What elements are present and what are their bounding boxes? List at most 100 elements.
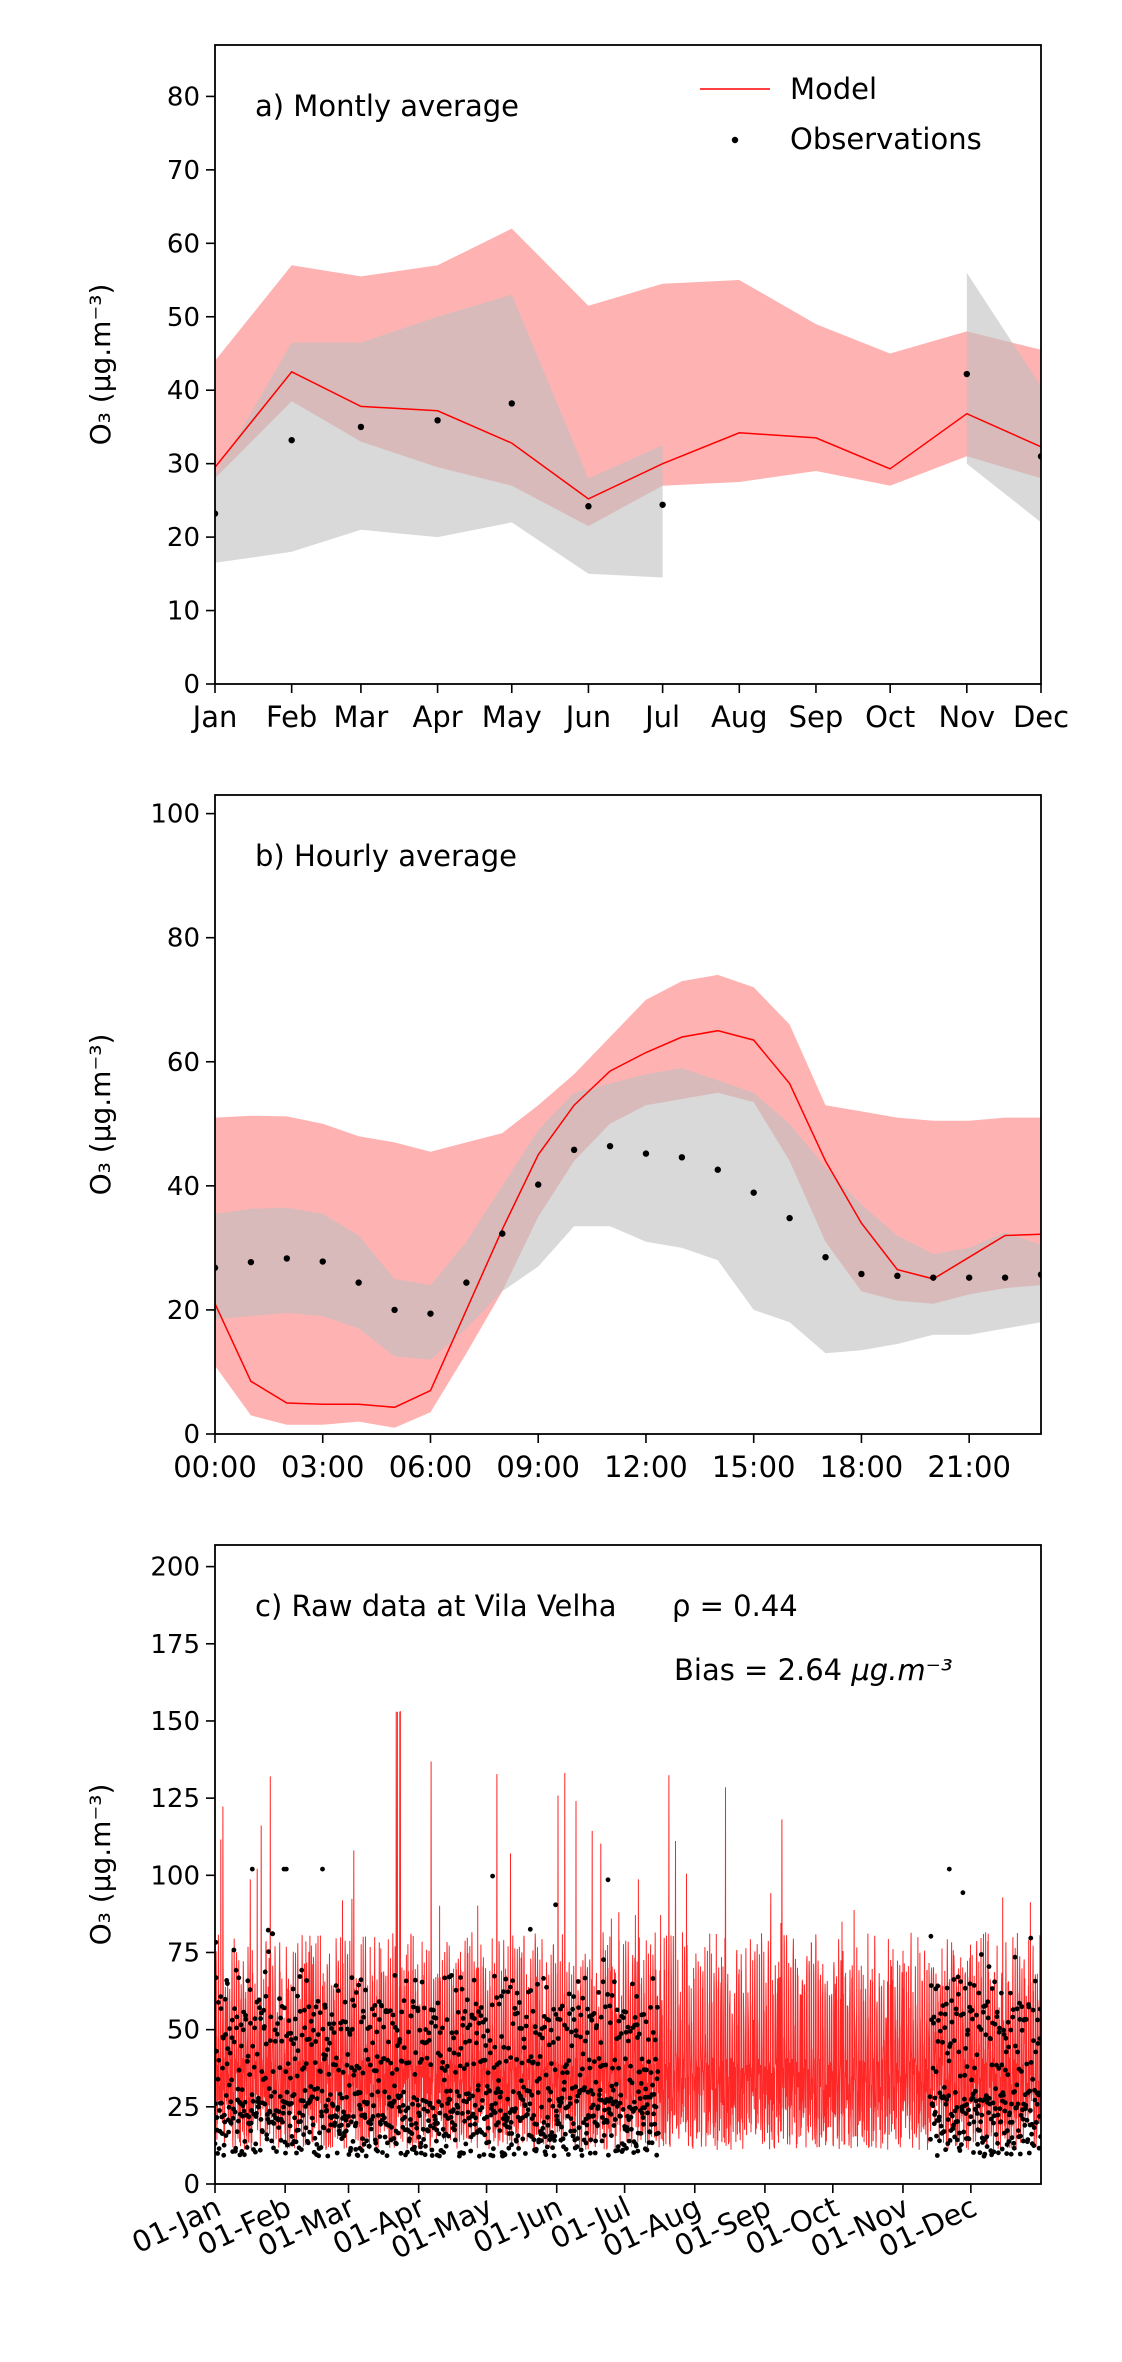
observation-point: [489, 2002, 495, 2008]
observation-point: [943, 2101, 949, 2107]
observation-point: [336, 2067, 342, 2073]
observation-point: [278, 2137, 284, 2143]
observation-point: [562, 2022, 567, 2028]
observation-point: [490, 2153, 496, 2159]
observation-point: [460, 2022, 466, 2028]
observation-point: [591, 2113, 597, 2119]
observation-point: [531, 2113, 537, 2118]
observation-point: [386, 2039, 391, 2045]
observation-point: [264, 2132, 270, 2138]
observation-point: [294, 2150, 299, 2156]
observation-point: [247, 1987, 253, 1993]
observation-point: [487, 2038, 493, 2043]
observation-point: [654, 2076, 660, 2082]
observation-point: [391, 2098, 397, 2104]
observation-point: [966, 2121, 972, 2127]
observation-point: [379, 2003, 385, 2009]
observation-point: [584, 2122, 590, 2128]
observation-point: [569, 2043, 575, 2049]
observation-point: [946, 2058, 952, 2064]
observation-point: [482, 2057, 488, 2063]
observation-point: [633, 2143, 639, 2149]
observation-point: [329, 2012, 335, 2017]
observation-point: [412, 2144, 417, 2150]
observation-point: [986, 2095, 992, 2101]
observation-point: [468, 2148, 474, 2154]
panel-c-ylabel: O₃ (μg.m⁻³): [84, 1784, 117, 1946]
observation-point: [461, 2066, 467, 2072]
observation-point: [228, 2099, 234, 2105]
observation-point: [586, 2114, 592, 2120]
observation-point: [1031, 2143, 1037, 2149]
observation-point: [545, 2122, 551, 2128]
observation-point: [635, 2035, 640, 2040]
observation-point: [978, 2027, 984, 2032]
observation-point: [486, 2125, 491, 2131]
observation-point: [333, 2062, 339, 2068]
observation-point: [335, 1988, 341, 1994]
observation-point: [508, 400, 515, 407]
observation-point: [358, 2019, 364, 2025]
observation-point: [252, 2025, 257, 2031]
observation-point: [974, 2052, 980, 2058]
observation-point: [280, 2119, 285, 2125]
legend-observations-label: Observations: [790, 122, 982, 156]
observation-point: [544, 1984, 549, 1990]
panel-c-ytick-label: 0: [183, 2170, 200, 2200]
observation-point: [595, 2104, 601, 2110]
observation-point: [1026, 2150, 1032, 2156]
observation-point: [634, 2022, 640, 2028]
observation-point: [750, 1189, 757, 1196]
panel-c-ytick-label: 125: [150, 1784, 200, 1814]
observation-point: [628, 2114, 634, 2120]
observation-point: [967, 1981, 973, 1987]
observation-point: [259, 2069, 265, 2075]
panel-c-ytick-label: 25: [167, 2093, 200, 2123]
observation-point: [231, 1947, 237, 1953]
observation-point: [300, 2113, 306, 2118]
observation-point: [499, 2034, 504, 2039]
observation-point: [567, 2095, 573, 2101]
observation-point: [401, 1998, 407, 2004]
observation-point: [539, 2104, 544, 2110]
legend-model-label: Model: [790, 72, 877, 106]
observation-point: [284, 2089, 290, 2095]
panel-a-ytick-label: 30: [167, 450, 200, 480]
panel-c-title: c) Raw data at Vila Velha: [255, 1589, 617, 1623]
observation-point: [508, 2120, 514, 2125]
observation-point: [268, 2038, 273, 2044]
observation-point: [1035, 2041, 1041, 2046]
observation-point: [991, 2120, 996, 2126]
observation-point: [452, 2122, 458, 2128]
observation-point: [560, 2003, 565, 2009]
observation-point: [486, 2139, 492, 2145]
observation-point: [509, 2131, 515, 2136]
observation-point: [271, 2145, 276, 2151]
observation-point: [491, 2146, 496, 2152]
observation-point: [988, 2036, 993, 2042]
observation-point: [626, 2138, 632, 2144]
observation-point: [312, 2060, 318, 2066]
observation-point: [381, 2056, 387, 2061]
observation-point: [521, 2036, 527, 2042]
observation-point: [497, 2060, 502, 2066]
observation-point: [601, 2133, 607, 2138]
observation-point: [993, 2132, 999, 2137]
observation-point: [445, 2101, 451, 2106]
observation-point: [215, 2048, 219, 2054]
observation-point: [225, 1981, 230, 1986]
observation-point: [631, 2150, 637, 2156]
observation-point: [381, 2115, 387, 2121]
observation-point: [994, 2014, 1000, 2020]
observation-point: [1013, 2043, 1018, 2049]
observation-point: [291, 2092, 297, 2097]
observation-point: [411, 2004, 416, 2010]
observation-point: [585, 503, 592, 510]
observation-point: [937, 2090, 943, 2096]
observation-point: [433, 2023, 438, 2029]
observation-point: [447, 2047, 452, 2052]
observation-point: [957, 2130, 962, 2136]
observation-point: [958, 1979, 964, 1984]
observation-point: [234, 2025, 239, 2031]
